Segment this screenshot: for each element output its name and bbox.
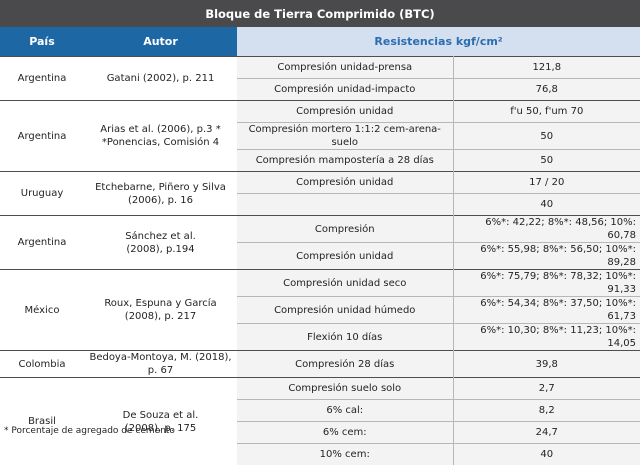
cell-pais: Colombia bbox=[0, 351, 84, 378]
cell-pais: Argentina bbox=[0, 57, 84, 101]
cell-propiedad: Compresión unidad bbox=[237, 172, 453, 194]
cell-valor: 6%*: 42,22; 8%*: 48,56; 10%: 60,78 bbox=[453, 216, 640, 243]
cell-valor: 17 / 20 bbox=[453, 172, 640, 194]
cell-valor: 2,7 bbox=[453, 378, 640, 400]
cell-valor: 6%*: 55,98; 8%*: 56,50; 10%*: 89,28 bbox=[453, 243, 640, 270]
cell-valor: 6%*: 10,30; 8%*: 11,23; 10%*: 14,05 bbox=[453, 324, 640, 351]
cell-autor: Arias et al. (2006), p.3 * *Ponencias, C… bbox=[84, 101, 237, 172]
cell-propiedad: 10% cem: bbox=[237, 444, 453, 465]
cell-valor: 121,8 bbox=[453, 57, 640, 79]
table-page: Bloque de Tierra Comprimido (BTC) País A… bbox=[0, 0, 640, 438]
cell-propiedad: Compresión mortero 1:1:2 cem-arena-suelo bbox=[237, 123, 453, 150]
cell-valor: f'u 50, f'um 70 bbox=[453, 101, 640, 123]
cell-valor: 8,2 bbox=[453, 400, 640, 422]
cell-propiedad: Compresión mampostería a 28 días bbox=[237, 150, 453, 172]
cell-propiedad: Compresión suelo solo bbox=[237, 378, 453, 400]
btc-table: País Autor Resistencias kgf/cm² Argentin… bbox=[0, 27, 640, 465]
cell-valor: 40 bbox=[453, 194, 640, 216]
cell-autor: Etchebarne, Piñero y Silva (2006), p. 16 bbox=[84, 172, 237, 216]
cell-autor: Bedoya-Montoya, M. (2018), p. 67 bbox=[84, 351, 237, 378]
cell-propiedad: Compresión unidad bbox=[237, 243, 453, 270]
cell-propiedad: Compresión unidad bbox=[237, 101, 453, 123]
cell-valor: 6%*: 54,34; 8%*: 37,50; 10%*: 61,73 bbox=[453, 297, 640, 324]
header-autor: Autor bbox=[84, 27, 237, 57]
cell-pais: Argentina bbox=[0, 101, 84, 172]
cell-propiedad: Compresión bbox=[237, 216, 453, 243]
cell-propiedad: 6% cal: bbox=[237, 400, 453, 422]
cell-pais: Brasil bbox=[0, 378, 84, 465]
cell-propiedad: Compresión unidad-prensa bbox=[237, 57, 453, 79]
header-resistencias: Resistencias kgf/cm² bbox=[237, 27, 640, 57]
header-row: País Autor Resistencias kgf/cm² bbox=[0, 27, 640, 57]
cell-autor: De Souza et al. (2008), p. 175 bbox=[84, 378, 237, 465]
cell-propiedad: Compresión 28 días bbox=[237, 351, 453, 378]
footnote: * Porcentaje de agregado de cemento bbox=[4, 426, 175, 436]
cell-autor: Sánchez et al. (2008), p.194 bbox=[84, 216, 237, 270]
header-pais: País bbox=[0, 27, 84, 57]
cell-autor: Roux, Espuna y García (2008), p. 217 bbox=[84, 270, 237, 351]
table-title: Bloque de Tierra Comprimido (BTC) bbox=[0, 0, 640, 27]
cell-autor: Gatani (2002), p. 211 bbox=[84, 57, 237, 101]
cell-pais: Argentina bbox=[0, 216, 84, 270]
cell-valor: 50 bbox=[453, 123, 640, 150]
cell-valor: 39,8 bbox=[453, 351, 640, 378]
cell-propiedad bbox=[237, 194, 453, 216]
cell-propiedad: Compresión unidad húmedo bbox=[237, 297, 453, 324]
cell-pais: Uruguay bbox=[0, 172, 84, 216]
cell-valor: 40 bbox=[453, 444, 640, 465]
cell-valor: 50 bbox=[453, 150, 640, 172]
cell-propiedad: Compresión unidad seco bbox=[237, 270, 453, 297]
cell-valor: 76,8 bbox=[453, 79, 640, 101]
cell-propiedad: Compresión unidad-impacto bbox=[237, 79, 453, 101]
cell-propiedad: 6% cem: bbox=[237, 422, 453, 444]
cell-valor: 6%*: 75,79; 8%*: 78,32; 10%*: 91,33 bbox=[453, 270, 640, 297]
cell-propiedad: Flexión 10 días bbox=[237, 324, 453, 351]
cell-valor: 24,7 bbox=[453, 422, 640, 444]
cell-pais: México bbox=[0, 270, 84, 351]
